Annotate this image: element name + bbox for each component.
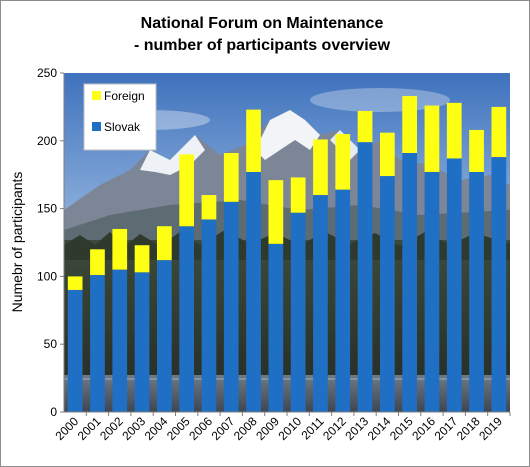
- x-tick-label: 2001: [75, 414, 104, 443]
- x-tick-label: 2002: [97, 414, 126, 443]
- x-tick-label: 2015: [387, 414, 416, 443]
- bar-foreign-2009: [268, 180, 284, 244]
- x-tick-label: 2005: [164, 414, 193, 443]
- x-tick-label: 2018: [454, 414, 483, 443]
- bar-slovak-2003: [134, 272, 150, 412]
- y-tick-label: 150: [37, 202, 57, 216]
- bar-foreign-2008: [246, 109, 261, 172]
- x-tick-label: 2012: [320, 414, 349, 443]
- x-tick-label: 2011: [298, 414, 326, 442]
- bar-slovak-2001: [90, 275, 105, 412]
- bar-foreign-2001: [90, 249, 105, 276]
- bar-slovak-2007: [223, 201, 239, 412]
- bar-slovak-2012: [335, 189, 351, 412]
- y-tick-label: 100: [37, 269, 57, 283]
- bar-slovak-2017: [446, 158, 462, 412]
- x-tick-label: 2009: [253, 414, 282, 443]
- bar-slovak-2016: [424, 171, 440, 412]
- legend-swatch-slovak: [92, 122, 101, 131]
- bar-slovak-2008: [246, 171, 261, 412]
- x-tick-label: 2010: [275, 414, 304, 443]
- x-tick-label: 2006: [186, 414, 215, 443]
- bar-foreign-2012: [335, 134, 351, 190]
- bar-foreign-2004: [156, 226, 172, 261]
- bar-foreign-2016: [424, 105, 440, 172]
- bar-slovak-2013: [357, 142, 373, 412]
- bar-foreign-2003: [134, 245, 150, 273]
- x-tick-label: 2007: [209, 414, 238, 443]
- y-tick-label: 200: [37, 134, 57, 148]
- bar-slovak-2014: [379, 176, 395, 412]
- y-tick-label: 250: [37, 66, 57, 80]
- bar-slovak-2006: [201, 219, 217, 412]
- bar-foreign-2015: [402, 96, 418, 153]
- bar-slovak-2009: [268, 243, 284, 412]
- bar-slovak-2018: [469, 171, 484, 412]
- bar-foreign-2010: [290, 177, 306, 213]
- x-tick-label: 2003: [119, 414, 148, 443]
- x-tick-label: 2016: [409, 414, 438, 443]
- x-tick-label: 2019: [476, 414, 505, 443]
- bar-slovak-2000: [67, 289, 83, 412]
- y-axis-label: Numebr of participants: [9, 172, 25, 313]
- y-tick-label: 0: [50, 405, 57, 419]
- bar-slovak-2004: [156, 260, 172, 412]
- chart-title-line-2: - number of participants overview: [134, 37, 391, 54]
- bar-slovak-2010: [290, 212, 306, 412]
- bar-foreign-2000: [67, 276, 83, 290]
- y-tick-label: 50: [44, 337, 58, 351]
- x-tick-label: 2014: [365, 414, 394, 443]
- legend: Foreign Slovak: [83, 83, 157, 151]
- y-axis-ticks: 0 50 100 150 200 250: [37, 66, 64, 419]
- bar-foreign-2018: [469, 129, 484, 172]
- bar-foreign-2017: [446, 102, 462, 159]
- x-tick-label: 2017: [432, 414, 461, 443]
- x-axis-ticks: 2000200120022003200420052006200720082009…: [52, 412, 511, 443]
- bar-slovak-2005: [179, 226, 195, 412]
- bar-foreign-2014: [379, 132, 395, 177]
- legend-swatch-foreign: [92, 91, 101, 100]
- x-tick-label: 2008: [231, 414, 260, 443]
- bar-foreign-2005: [179, 154, 195, 227]
- x-tick-label: 2004: [142, 414, 171, 443]
- bar-foreign-2002: [112, 228, 128, 270]
- bar-foreign-2006: [201, 195, 217, 220]
- bar-slovak-2015: [402, 153, 418, 412]
- bar-foreign-2011: [313, 139, 328, 196]
- bar-slovak-2002: [112, 269, 128, 412]
- legend-label-slovak: Slovak: [104, 120, 141, 134]
- chart-title-line-1: National Forum on Maintenance: [141, 15, 384, 32]
- bar-slovak-2019: [491, 157, 507, 412]
- legend-label-foreign: Foreign: [104, 89, 145, 103]
- bar-slovak-2011: [313, 195, 328, 412]
- bar-foreign-2013: [357, 110, 373, 143]
- bar-foreign-2007: [223, 153, 239, 202]
- bars: [67, 96, 507, 412]
- x-tick-label: 2013: [342, 414, 371, 443]
- bar-foreign-2019: [491, 106, 507, 158]
